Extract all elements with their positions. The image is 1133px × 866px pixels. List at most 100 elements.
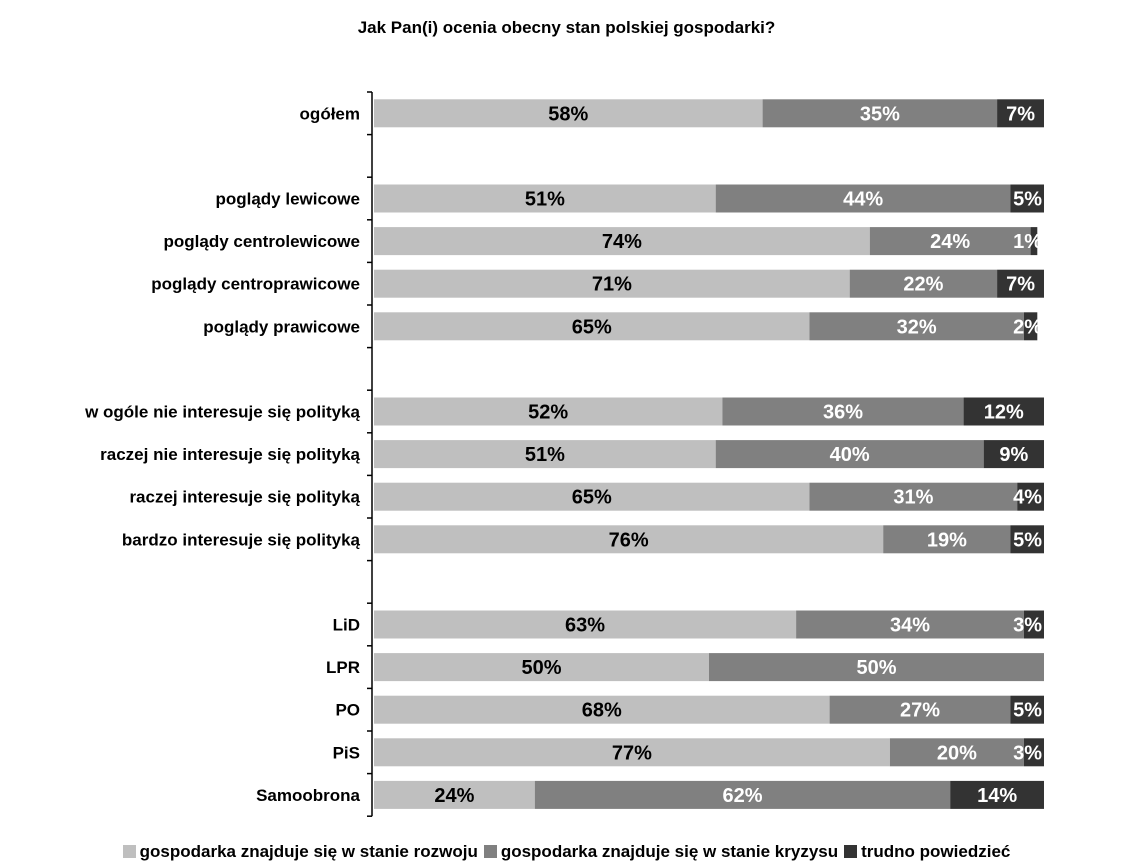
data-label: 7% [1006, 103, 1035, 125]
category-label: poglądy centroprawicowe [151, 275, 360, 294]
legend-label: gospodarka znajduje się w stanie rozwoju [139, 842, 478, 861]
category-label: poglądy prawicowe [203, 317, 360, 336]
data-label: 71% [592, 274, 632, 296]
bar-segment [963, 397, 1044, 426]
data-label: 36% [823, 402, 863, 424]
data-label: 31% [893, 487, 933, 509]
data-label: 14% [977, 785, 1017, 807]
category-label: poglądy lewicowe [215, 190, 360, 209]
bar-segment [1017, 482, 1044, 511]
data-label: 40% [830, 444, 870, 466]
data-label: 24% [434, 785, 474, 807]
bar-segment [1010, 184, 1044, 213]
bar-segment [374, 653, 709, 682]
bar-segment [534, 780, 951, 809]
category-label: LiD [333, 616, 360, 635]
category-label: w ogóle nie interesuje się polityką [84, 403, 360, 422]
bar-segment [809, 482, 1018, 511]
data-label: 3% [1013, 742, 1042, 764]
legend-swatch [122, 845, 136, 858]
data-label: 50% [856, 657, 896, 679]
legend-item: gospodarka znajduje się w stanie kryzysu [483, 842, 838, 862]
data-label: 74% [602, 231, 642, 253]
bar-segment [715, 440, 984, 469]
legend-item: trudno powiedzieć [844, 842, 1010, 862]
bar-segment [374, 269, 850, 298]
data-label: 19% [927, 529, 967, 551]
data-label: 5% [1013, 189, 1042, 211]
category-label: raczej interesuje się polityką [129, 488, 360, 507]
data-label: 63% [565, 615, 605, 637]
bar-segment [1030, 227, 1038, 256]
data-label: 62% [722, 785, 762, 807]
bar-segment [829, 695, 1011, 724]
bar-segment [374, 695, 830, 724]
data-label: 58% [548, 103, 588, 125]
data-label: 24% [930, 231, 970, 253]
bar-segment [983, 440, 1044, 469]
bar-segment [997, 99, 1044, 128]
data-label: 3% [1013, 615, 1042, 637]
bar-segment [1023, 312, 1038, 341]
bar-segment [374, 440, 716, 469]
data-label: 2% [1013, 316, 1042, 338]
data-label: 5% [1013, 529, 1042, 551]
data-label: 12% [984, 402, 1024, 424]
category-label: PiS [333, 743, 360, 762]
data-label: 51% [525, 444, 565, 466]
legend-label: trudno powiedzieć [861, 842, 1011, 861]
data-label: 5% [1013, 700, 1042, 722]
data-label: 44% [843, 189, 883, 211]
legend-item: gospodarka znajduje się w stanie rozwoju [122, 842, 478, 862]
bar-segment [889, 738, 1024, 767]
data-label: 27% [900, 700, 940, 722]
bar-segment [849, 269, 998, 298]
bar-segment [1023, 610, 1044, 639]
data-label: 32% [897, 316, 937, 338]
data-label: 20% [937, 742, 977, 764]
category-label: PO [335, 701, 360, 720]
data-label: 50% [521, 657, 561, 679]
bar-segment [722, 397, 964, 426]
bar-segment [374, 610, 797, 639]
bar-segment [374, 482, 810, 511]
bar-segment [374, 780, 535, 809]
data-label: 4% [1013, 487, 1042, 509]
bar-segment [374, 184, 716, 213]
data-label: 1% [1013, 231, 1042, 253]
data-label: 65% [572, 316, 612, 338]
data-label: 68% [582, 700, 622, 722]
data-label: 34% [890, 615, 930, 637]
category-label: Samoobrona [256, 786, 360, 805]
bar-segment [1010, 695, 1044, 724]
data-label: 22% [903, 274, 943, 296]
bar-segment [374, 525, 884, 554]
bar-segment [997, 269, 1044, 298]
legend: gospodarka znajduje się w stanie rozwoju… [0, 842, 1133, 862]
bar-segment [374, 227, 870, 256]
bar-segment [374, 99, 763, 128]
bar-segment [869, 227, 1031, 256]
category-label: LPR [326, 658, 360, 677]
data-label: 77% [612, 742, 652, 764]
data-label: 76% [609, 529, 649, 551]
bar-segment [950, 780, 1044, 809]
bar-segment [709, 653, 1044, 682]
bar-segment [809, 312, 1024, 341]
bar-segment [374, 397, 723, 426]
category-label: raczej nie interesuje się polityką [100, 445, 360, 464]
data-label: 9% [999, 444, 1028, 466]
data-label: 51% [525, 189, 565, 211]
bar-segment [374, 738, 890, 767]
chart-title: Jak Pan(i) ocenia obecny stan polskiej g… [357, 18, 776, 37]
bar-segment [715, 184, 1011, 213]
bar-segment [762, 99, 998, 128]
data-label: 65% [572, 487, 612, 509]
category-label: bardzo interesuje się polityką [122, 530, 361, 549]
bar-segment [374, 312, 810, 341]
bar-segment [1023, 738, 1044, 767]
data-label: 7% [1006, 274, 1035, 296]
legend-swatch [483, 845, 497, 858]
data-label: 52% [528, 402, 568, 424]
